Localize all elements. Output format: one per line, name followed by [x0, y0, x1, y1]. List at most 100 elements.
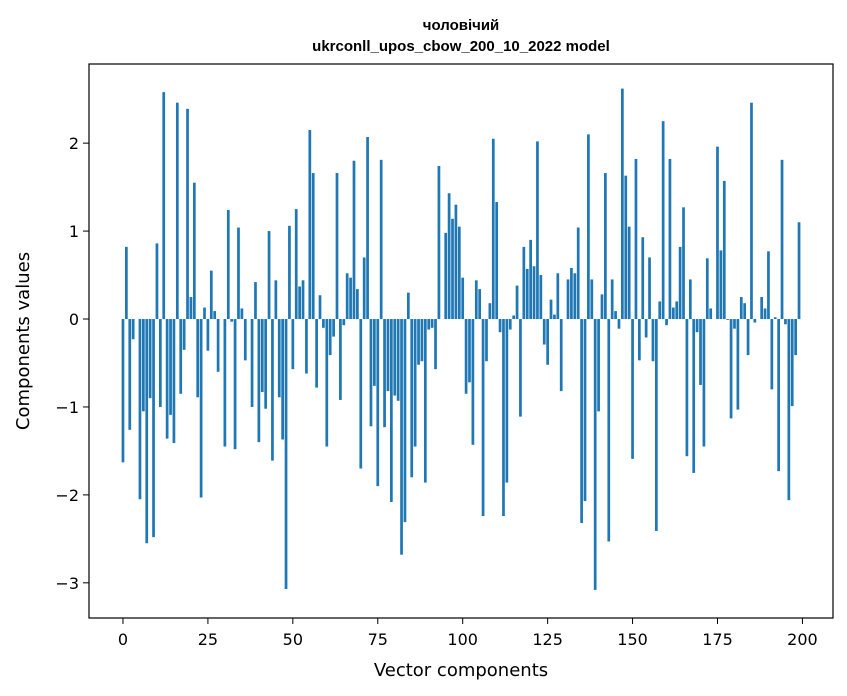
- bar-74: [373, 319, 376, 386]
- bar-110: [495, 202, 499, 320]
- bar-146: [617, 319, 621, 329]
- y-tick-label-1: −2: [55, 486, 79, 505]
- bar-168: [692, 319, 696, 473]
- bar-122: [536, 141, 539, 320]
- bar-141: [600, 294, 604, 320]
- bar-95: [444, 232, 448, 320]
- bar-48: [284, 319, 288, 589]
- y-tick-label-0: −3: [55, 574, 79, 593]
- bar-139: [593, 319, 597, 590]
- bar-111: [498, 319, 502, 333]
- bar-53: [301, 280, 305, 320]
- bar-158: [658, 301, 662, 320]
- bar-54: [305, 319, 308, 374]
- bar-192: [773, 317, 777, 320]
- bar-133: [573, 273, 577, 320]
- bar-108: [488, 303, 492, 320]
- bar-28: [216, 319, 220, 372]
- y-axis-label: Components values: [13, 252, 34, 430]
- bar-140: [597, 319, 600, 412]
- bar-197: [790, 319, 794, 407]
- bar-136: [583, 319, 587, 502]
- bar-152: [638, 319, 641, 361]
- bar-109: [491, 138, 495, 320]
- x-tick-label-4: 100: [447, 630, 478, 649]
- bar-3: [131, 319, 135, 340]
- bar-41: [260, 319, 264, 393]
- bar-98: [454, 204, 458, 320]
- bar-188: [760, 297, 764, 320]
- bar-62: [332, 319, 335, 337]
- bar-178: [726, 319, 730, 320]
- bar-87: [417, 319, 420, 365]
- bar-22: [196, 319, 200, 398]
- y-ticks-group: −3 −2 −1 0 1 2: [55, 134, 89, 593]
- bar-80: [393, 319, 397, 396]
- bar-39: [254, 282, 257, 320]
- bar-27: [213, 311, 217, 320]
- bar-131: [566, 279, 570, 320]
- y-tick-label-4: 1: [69, 222, 79, 241]
- bar-30: [223, 319, 227, 447]
- bar-184: [746, 319, 750, 356]
- bar-172: [705, 258, 709, 320]
- bar-8: [148, 319, 152, 399]
- bar-126: [549, 299, 553, 320]
- bar-63: [335, 173, 339, 320]
- bar-59: [322, 319, 325, 328]
- bar-186: [753, 319, 757, 323]
- bar-173: [709, 308, 713, 320]
- bar-116: [515, 285, 519, 320]
- bar-86: [413, 319, 417, 447]
- bar-129: [559, 319, 563, 392]
- bar-147: [621, 88, 624, 320]
- bar-138: [590, 279, 594, 320]
- bar-85: [410, 319, 414, 478]
- bar-19: [186, 108, 189, 320]
- bar-55: [308, 129, 312, 320]
- bar-36: [243, 319, 247, 361]
- bar-40: [257, 319, 261, 443]
- bar-137: [587, 134, 590, 320]
- bar-185: [750, 102, 753, 320]
- bar-183: [743, 303, 747, 320]
- bar-160: [665, 319, 668, 326]
- bar-79: [390, 319, 393, 502]
- bar-57: [315, 319, 318, 388]
- bar-143: [607, 319, 611, 542]
- bar-162: [671, 307, 675, 320]
- bar-18: [182, 319, 186, 350]
- chart-title-line1: чоловічий: [423, 17, 500, 34]
- bar-157: [654, 319, 658, 531]
- bar-145: [614, 311, 617, 320]
- bar-99: [457, 226, 461, 320]
- bar-123: [539, 275, 543, 320]
- bar-42: [264, 319, 268, 409]
- bar-71: [362, 257, 366, 320]
- bar-142: [604, 173, 607, 320]
- bar-166: [685, 319, 689, 457]
- bar-155: [648, 257, 651, 320]
- bar-78: [386, 319, 390, 392]
- bar-88: [420, 319, 424, 362]
- bar-16: [175, 102, 179, 320]
- bar-32: [230, 319, 234, 322]
- bar-24: [203, 307, 206, 320]
- bar-92: [434, 319, 437, 370]
- bar-91: [430, 319, 434, 328]
- bar-132: [570, 268, 573, 320]
- bar-43: [267, 231, 271, 320]
- bar-51: [294, 209, 298, 320]
- bar-180: [733, 319, 736, 329]
- bar-199: [797, 222, 801, 320]
- chart-title-line2: ukrconll_upos_cbow_200_10_2022 model: [312, 38, 610, 55]
- bar-58: [318, 295, 322, 320]
- bar-191: [770, 319, 774, 390]
- y-tick-label-2: −1: [55, 398, 79, 417]
- bar-35: [240, 308, 244, 320]
- bar-169: [695, 319, 699, 333]
- bar-9: [152, 319, 155, 538]
- bar-89: [423, 319, 427, 483]
- bar-120: [529, 239, 532, 320]
- plot-frame: [88, 63, 834, 619]
